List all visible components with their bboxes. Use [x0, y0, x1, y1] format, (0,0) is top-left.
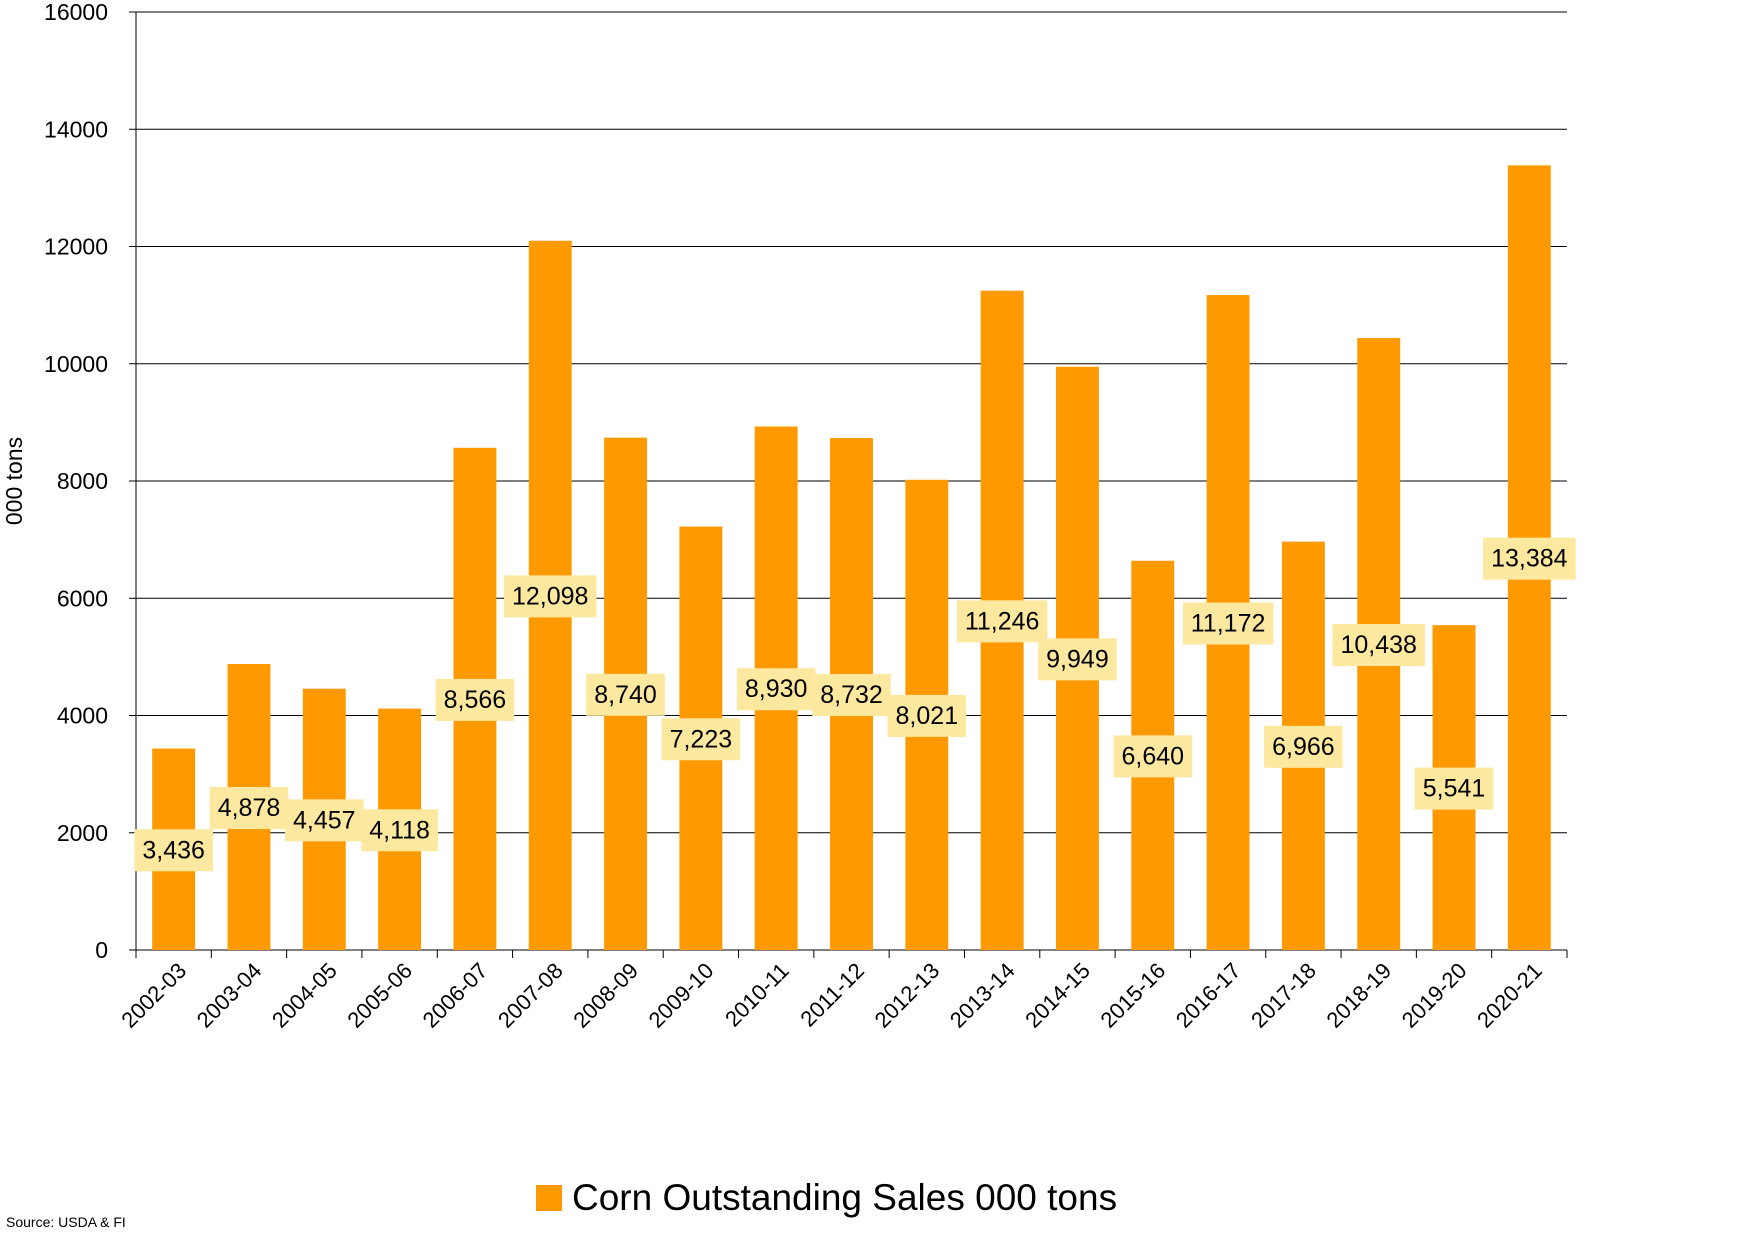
y-tick-label: 0	[95, 937, 108, 963]
data-label: 8,930	[737, 668, 816, 710]
legend: Corn Outstanding Sales 000 tons	[536, 1170, 1117, 1226]
source-note: Source: USDA & FI	[6, 1214, 126, 1230]
x-tick-label: 2006-07	[418, 958, 493, 1033]
data-label: 4,878	[210, 787, 289, 829]
data-label: 12,098	[504, 575, 596, 617]
data-label: 6,640	[1113, 735, 1192, 777]
x-tick-label: 2008-09	[568, 958, 643, 1033]
data-label: 11,172	[1183, 603, 1274, 645]
data-label-text: 11,246	[965, 607, 1040, 635]
data-label-text: 6,640	[1121, 742, 1184, 770]
data-label-text: 3,436	[142, 836, 205, 864]
data-label-text: 8,930	[745, 675, 808, 703]
data-label: 7,223	[662, 718, 741, 760]
data-label-text: 6,966	[1272, 733, 1335, 761]
x-tick-label: 2004-05	[267, 958, 342, 1033]
data-label: 8,566	[436, 679, 515, 721]
data-label-text: 13,384	[1491, 545, 1568, 573]
data-label-text: 4,457	[293, 806, 356, 834]
data-label-text: 10,438	[1340, 631, 1416, 659]
x-tick-label: 2019-20	[1397, 958, 1472, 1033]
y-tick-label: 6000	[57, 585, 108, 611]
data-label: 8,021	[888, 695, 967, 737]
data-label-text: 9,949	[1046, 645, 1109, 673]
x-tick-label: 2014-15	[1020, 958, 1095, 1033]
data-label-text: 8,732	[820, 681, 883, 709]
x-tick-label: 2010-11	[720, 958, 794, 1032]
data-label: 4,118	[361, 809, 438, 851]
x-tick-label: 2017-18	[1246, 958, 1321, 1033]
data-label-text: 8,740	[594, 681, 657, 709]
data-label-text: 7,223	[670, 725, 733, 753]
x-tick-label: 2003-04	[192, 958, 267, 1033]
data-label: 13,384	[1483, 538, 1576, 580]
y-tick-label: 16000	[44, 0, 108, 25]
data-label: 8,740	[586, 674, 665, 716]
data-label: 6,966	[1264, 726, 1343, 768]
legend-label: Corn Outstanding Sales 000 tons	[572, 1177, 1117, 1219]
x-tick-label: 2020-21	[1472, 958, 1547, 1033]
y-tick-label: 12000	[44, 234, 108, 260]
data-label-text: 5,541	[1423, 775, 1486, 803]
x-tick-label: 2016-17	[1171, 958, 1246, 1033]
data-label-text: 4,878	[218, 794, 281, 822]
x-tick-label: 2012-13	[870, 958, 945, 1033]
data-label: 9,949	[1038, 638, 1117, 680]
y-tick-label: 4000	[57, 703, 108, 729]
x-tick-label: 2015-16	[1096, 958, 1171, 1033]
y-tick-label: 2000	[57, 820, 108, 846]
data-label: 5,541	[1415, 768, 1494, 810]
x-tick-label: 2009-10	[644, 958, 719, 1033]
x-tick-label: 2005-06	[342, 958, 417, 1033]
data-label: 8,732	[812, 674, 891, 716]
data-label: 10,438	[1332, 624, 1424, 666]
y-axis-label: 000 tons	[1, 437, 27, 525]
data-label-text: 8,021	[896, 702, 959, 730]
data-label-text: 12,098	[512, 582, 588, 610]
x-tick-label: 2011-12	[795, 958, 869, 1032]
data-label: 3,436	[134, 829, 213, 871]
x-tick-label: 2007-08	[493, 958, 568, 1033]
data-label-text: 4,118	[369, 816, 430, 844]
data-label-text: 11,172	[1191, 610, 1266, 638]
x-tick-label: 2018-19	[1321, 958, 1396, 1033]
y-tick-label: 8000	[57, 468, 108, 494]
x-tick-label: 2002-03	[116, 958, 191, 1033]
data-label-text: 8,566	[444, 686, 507, 714]
y-tick-label: 10000	[44, 351, 108, 377]
legend-swatch	[536, 1185, 562, 1211]
data-label: 4,457	[285, 799, 364, 841]
x-tick-label: 2013-14	[945, 958, 1020, 1033]
y-tick-label: 14000	[44, 116, 108, 142]
data-label: 11,246	[957, 600, 1048, 642]
